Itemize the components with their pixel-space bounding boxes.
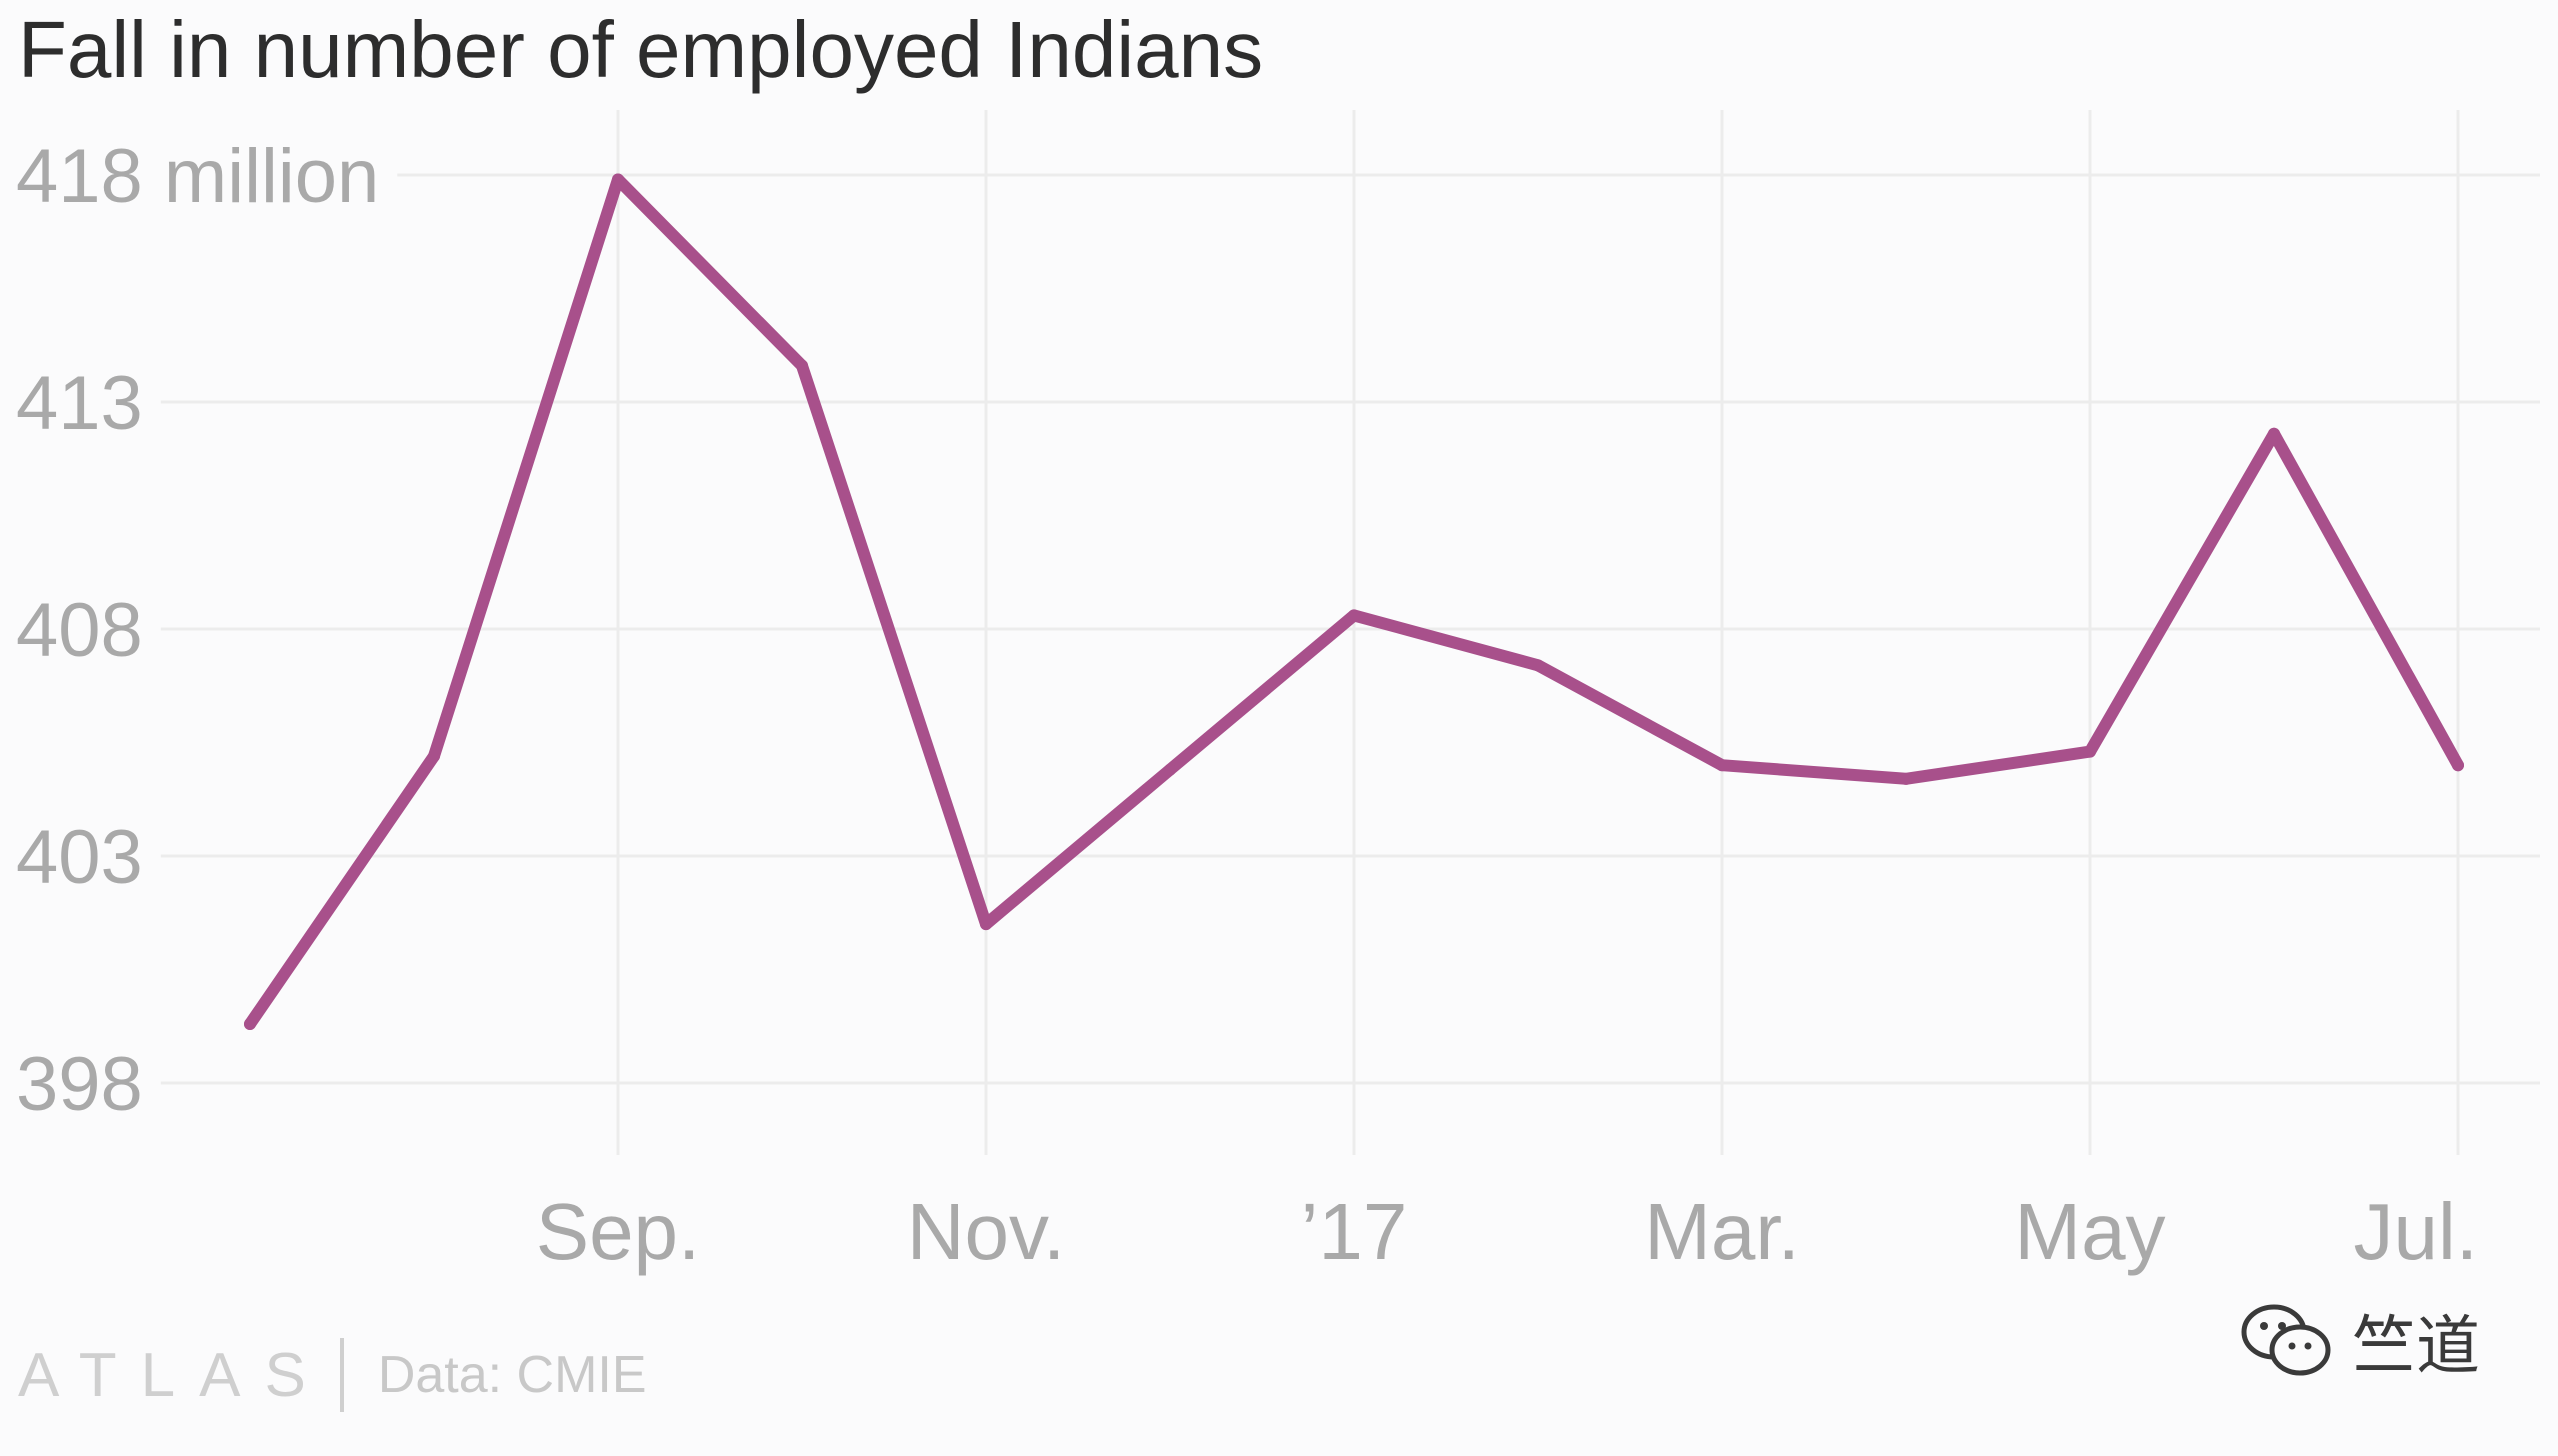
watermark: 竺道 (2238, 1295, 2480, 1387)
x-axis: Sep. Nov. ’17 Mar. May Jul. (536, 1187, 2478, 1276)
tick-label-mask (0, 1077, 161, 1089)
x-tick-label: ’17 (1301, 1187, 1408, 1276)
data-point (1716, 759, 1728, 772)
tick-label-mask (0, 623, 161, 635)
brand-logo: ATLAS (18, 1340, 330, 1410)
chart-title: Fall in number of employed Indians (18, 5, 1264, 94)
data-point (2084, 745, 2096, 758)
tick-label-mask (0, 169, 398, 181)
y-tick-label: 403 (16, 815, 143, 900)
tick-label-mask (0, 850, 161, 862)
x-tick-label: Mar. (1644, 1187, 1800, 1276)
data-point (1532, 659, 1544, 672)
x-tick-label: Nov. (907, 1187, 1066, 1276)
series-layer (244, 173, 2464, 1030)
watermark-text: 竺道 (2352, 1310, 2480, 1384)
y-tick-label: 408 (16, 588, 143, 673)
y-tick-label: 413 (16, 361, 143, 446)
data-point (244, 1017, 256, 1030)
footer-divider (339, 1338, 344, 1412)
data-point (2268, 427, 2280, 440)
data-point (1164, 763, 1176, 776)
x-tick-label: Sep. (536, 1187, 701, 1276)
y-axis: 398 403 408 413 418 million (16, 134, 379, 1127)
data-point (980, 918, 992, 931)
data-point (1900, 772, 1912, 785)
x-tick-label: Jul. (2354, 1187, 2479, 1276)
data-point (612, 173, 624, 186)
tick-label-mask (0, 396, 161, 408)
footer: ATLAS Data: CMIE (18, 1335, 647, 1415)
data-source: Data: CMIE (377, 1346, 647, 1404)
wechat-icon (2241, 1304, 2331, 1376)
data-point (1348, 609, 1360, 622)
data-point (2452, 759, 2464, 772)
y-tick-label: 398 (16, 1042, 143, 1127)
data-point (428, 750, 440, 763)
data-point (796, 359, 808, 372)
y-tick-label: 418 million (16, 134, 379, 219)
x-tick-label: May (2014, 1187, 2165, 1276)
